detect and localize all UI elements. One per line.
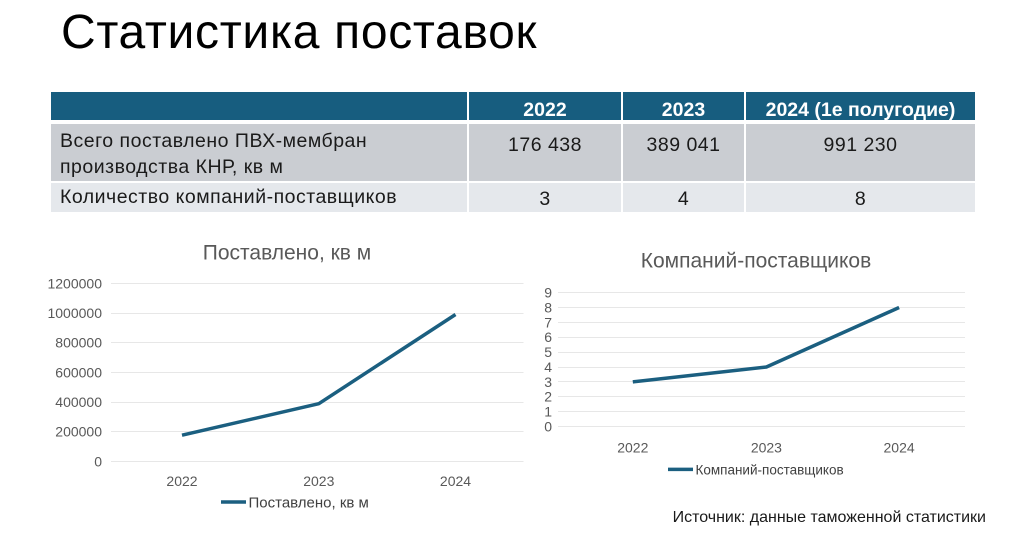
table-row-supplied-volume: Всего поставлено ПВХ-мембран производств… [51, 124, 975, 181]
y-tick-label: 800000 [55, 335, 102, 351]
y-tick-label: 0 [544, 419, 552, 435]
legend-label: Поставлено, кв м [249, 495, 369, 512]
y-tick-label: 400000 [55, 394, 102, 410]
table-header-2023: 2023 [623, 92, 744, 121]
value-supplied-2022: 176 438 [469, 124, 621, 181]
table-header-row: 2022 2023 2024 (1е полугодие) [51, 92, 975, 121]
slide-title: Статистика поставок [61, 6, 538, 59]
x-tick-label: 2023 [303, 473, 334, 489]
y-tick-label: 1200000 [47, 275, 102, 291]
value-suppliers-2023: 4 [623, 183, 744, 212]
y-tick-label: 8 [544, 299, 552, 315]
legend-label: Компаний-поставщиков [696, 463, 844, 478]
x-tick-label: 2023 [751, 439, 782, 455]
value-supplied-2023: 389 041 [623, 124, 744, 181]
y-tick-label: 1 [544, 404, 552, 420]
row-label-supplier-count: Количество компаний-поставщиков [51, 183, 467, 212]
y-tick-label: 0 [94, 453, 102, 469]
source-note: Источник: данные таможенной статистики [672, 509, 986, 526]
series-line [632, 305, 900, 384]
y-tick-label: 1000000 [47, 305, 102, 321]
table-header-blank [51, 92, 467, 120]
value-supplied-2024: 991 230 [746, 124, 975, 181]
value-suppliers-2022: 3 [469, 183, 621, 212]
y-tick-label: 4 [544, 359, 552, 375]
y-tick-label: 9 [544, 285, 552, 301]
x-tick-label: 2024 [884, 439, 915, 455]
value-suppliers-2024: 8 [746, 183, 975, 212]
y-tick-label: 200000 [55, 424, 102, 440]
chart-title: Поставлено, кв м [203, 242, 372, 265]
chart-title: Компаний-поставщиков [641, 250, 872, 273]
x-tick-label: 2022 [166, 473, 197, 489]
y-tick-label: 3 [544, 374, 552, 390]
y-tick-label: 7 [544, 314, 552, 330]
y-tick-label: 2 [544, 389, 552, 405]
table-row-supplier-count: Количество компаний-поставщиков 3 4 8 [51, 183, 975, 212]
row-label-supplied-volume: Всего поставлено ПВХ-мембран производств… [51, 124, 467, 181]
chart-supplied: 0 200000 400000 600000 800000 1000000 1200000 2… [47, 242, 524, 512]
y-tick-label: 6 [544, 329, 552, 345]
table-header-2022: 2022 [469, 92, 621, 121]
y-tick-label: 600000 [55, 364, 102, 380]
stats-table: 2022 2023 2024 (1е полугодие) Всего пост… [51, 92, 975, 212]
y-tick-label: 5 [544, 344, 552, 360]
table-header-2024: 2024 (1е полугодие) [746, 92, 975, 121]
series-line [181, 313, 457, 437]
x-tick-label: 2022 [617, 439, 648, 455]
x-tick-label: 2024 [440, 473, 471, 489]
